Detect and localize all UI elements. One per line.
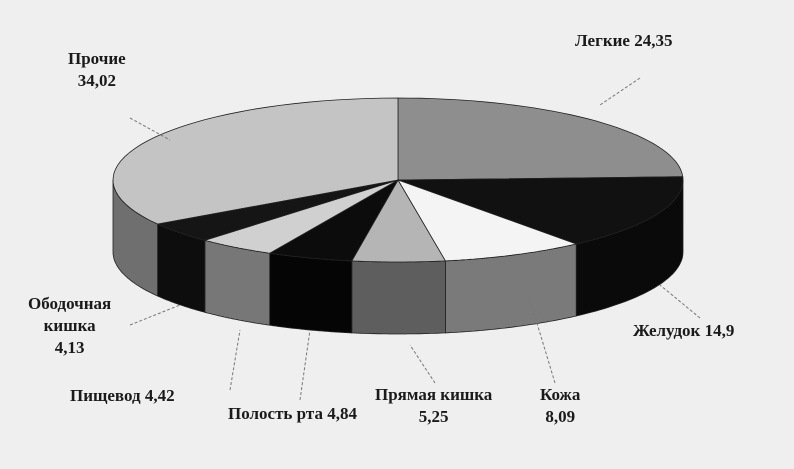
- leader-line-4: [299, 329, 311, 401]
- leader-line-6: [129, 304, 181, 326]
- pie-slice-2: [397, 179, 578, 262]
- leader-line-7: [129, 117, 171, 141]
- pie-slice-6: [156, 179, 399, 241]
- leader-line-0: [599, 77, 641, 106]
- pie-slice-0: [397, 97, 684, 181]
- pie-slice-3: [351, 179, 447, 263]
- label-oral-cavity: Полость рта 4,84: [228, 404, 357, 423]
- label-lungs: Легкие 24,35: [575, 31, 673, 50]
- label-esophagus: Пищевод 4,42: [70, 386, 175, 405]
- pie-slice-5: [203, 179, 399, 254]
- pie-side-3: [351, 260, 446, 335]
- leader-line-5: [229, 329, 241, 391]
- label-stomach: Желудок 14,9: [633, 321, 735, 340]
- leader-line-2: [529, 299, 556, 384]
- label-rectum: Прямая кишка 5,25: [375, 385, 493, 426]
- label-other: Прочие 34,02: [68, 49, 126, 90]
- label-skin: Кожа 8,09: [540, 385, 581, 426]
- pie-slice-7: [112, 97, 399, 225]
- label-colon: Ободочная кишка 4,13: [28, 294, 112, 357]
- pie-slice-4: [268, 178, 400, 262]
- pie-side-4: [269, 252, 353, 334]
- leader-line-3: [409, 344, 436, 384]
- pie-side-5: [204, 239, 271, 326]
- pie-slice-1: [397, 176, 684, 245]
- leader-line-1: [659, 284, 701, 319]
